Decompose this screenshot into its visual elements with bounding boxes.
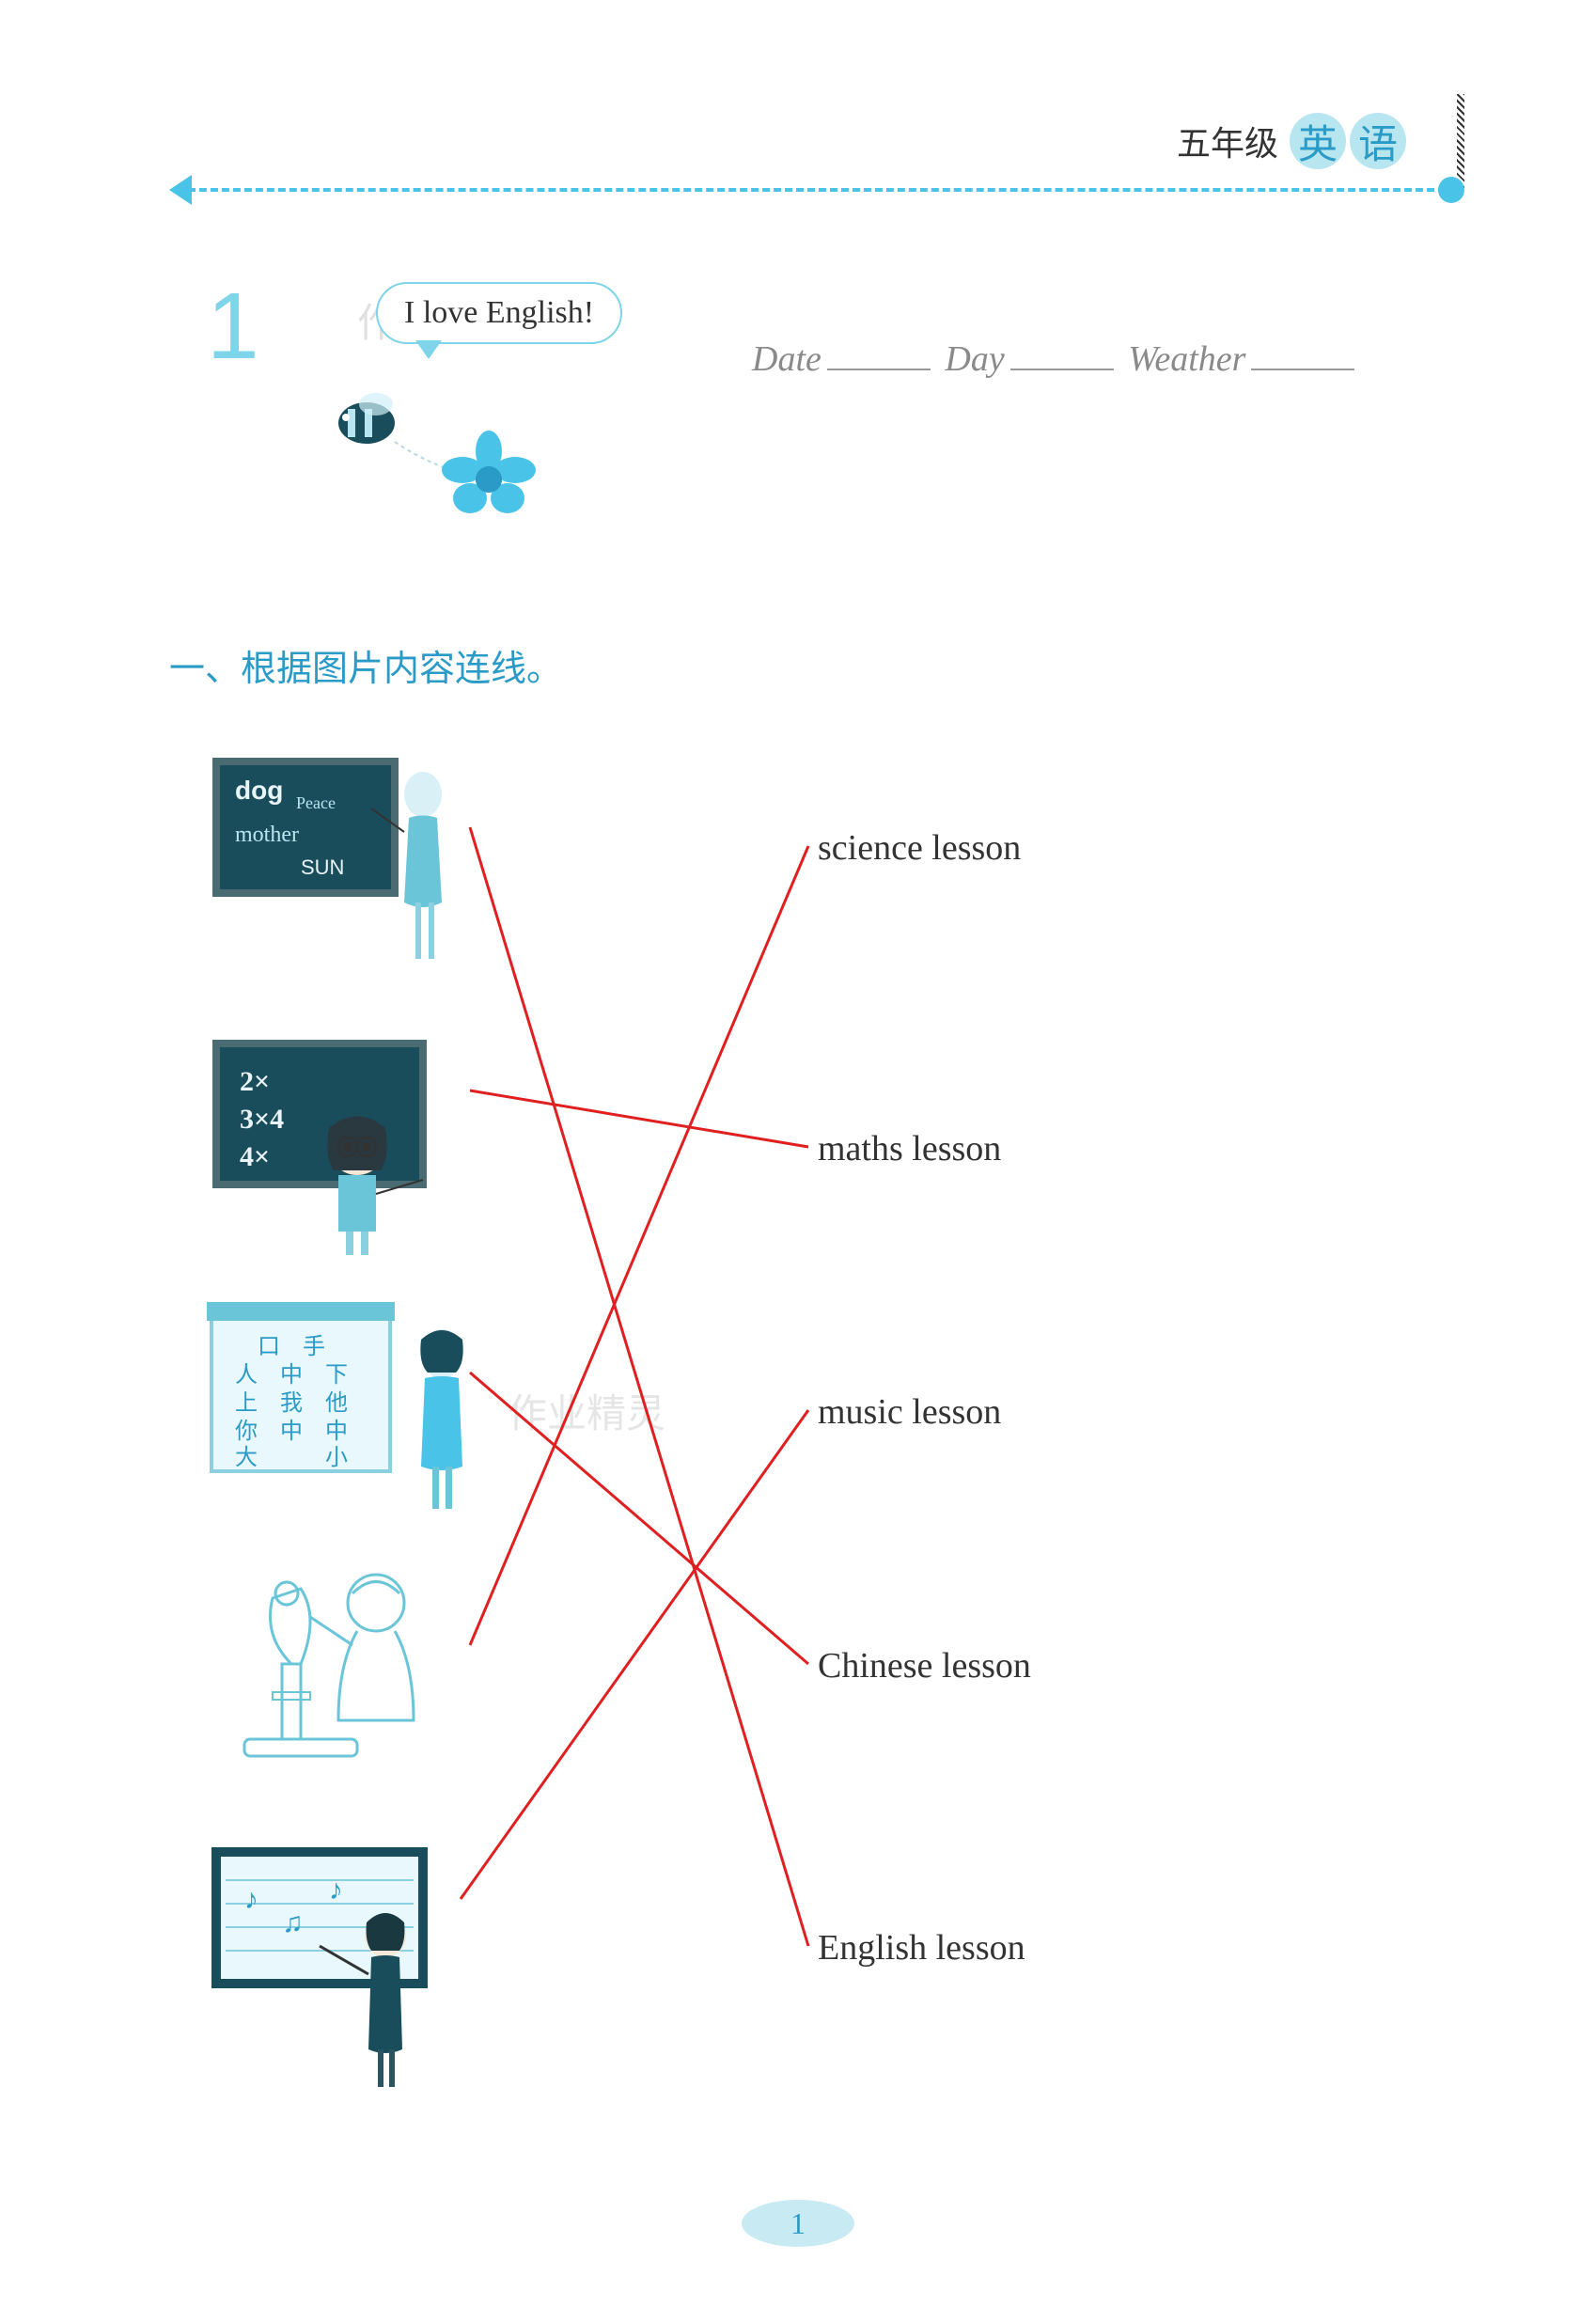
svg-text:Peace: Peace [296,793,336,812]
svg-text:♪: ♪ [244,1884,258,1915]
label-maths: maths lesson [818,1128,1001,1169]
grade-label: 五年级 [1177,117,1278,165]
section-title: 一、根据图片内容连线。 [169,639,562,691]
chinese-teacher-icon: 口 手 人 中 下 上 我 他 你 中 中 大 小 [207,1297,508,1514]
day-label: Day [945,339,1004,379]
subject-char-2: 语 [1350,113,1406,169]
label-science: science lesson [818,827,1021,869]
date-label: Date [752,339,821,379]
bee-flower-icon [320,376,583,526]
header-decoration [1427,94,1464,188]
svg-text:口 手: 口 手 [235,1334,325,1359]
svg-text:4×: 4× [240,1141,270,1172]
label-music: music lesson [818,1391,1001,1433]
date-line: Date Day Weather [752,338,1360,380]
svg-text:人 中 下: 人 中 下 [235,1362,348,1388]
bubble-text: I love English! [404,295,594,330]
svg-text:♫: ♫ [282,1907,304,1938]
date-blank[interactable] [827,369,931,370]
svg-text:3×4: 3×4 [240,1104,284,1135]
exercise-area: dog Peace mother SUN 2× 3×4 4× [0,752,1596,2162]
day-blank[interactable] [1010,369,1114,370]
image-music: ♪ ♫ ♪ [207,1833,470,2101]
svg-text:大 小: 大 小 [235,1445,348,1470]
label-chinese: Chinese lesson [818,1645,1031,1687]
page-number: 1 [742,2200,854,2247]
svg-text:上 我 他: 上 我 他 [235,1390,348,1416]
image-maths: 2× 3×4 4× [207,1034,470,1264]
image-science [207,1551,470,1791]
svg-text:2×: 2× [240,1066,270,1097]
svg-text:SUN: SUN [301,855,344,879]
bee-flower-decoration [320,376,583,531]
subject-bubble: 英 语 [1288,113,1408,169]
svg-text:dog: dog [235,776,283,805]
weather-blank[interactable] [1251,369,1354,370]
maths-teacher-icon: 2× 3×4 4× [207,1034,470,1260]
image-chinese: 口 手 人 中 下 上 我 他 你 中 中 大 小 [207,1297,470,1518]
page-number-container: 1 [742,2200,854,2247]
speech-bubble: I love English! [376,282,622,344]
image-english: dog Peace mother SUN [207,752,470,982]
watermark-2: 作业精灵 [508,1382,665,1439]
unit-number: 1 [207,273,259,381]
weather-label: Weather [1128,339,1245,379]
dashed-line [188,188,1446,192]
english-teacher-icon: dog Peace mother SUN [207,752,470,978]
svg-text:♪: ♪ [329,1875,343,1906]
page-header: 五年级 英 语 [1177,113,1408,169]
dashed-dot [1438,177,1464,203]
svg-text:你 中 中: 你 中 中 [235,1419,348,1444]
subject-char-1: 英 [1290,113,1346,169]
music-teacher-icon: ♪ ♫ ♪ [207,1833,470,2096]
svg-text:mother: mother [235,823,299,847]
science-icon [207,1551,470,1786]
label-english: English lesson [818,1927,1025,1969]
